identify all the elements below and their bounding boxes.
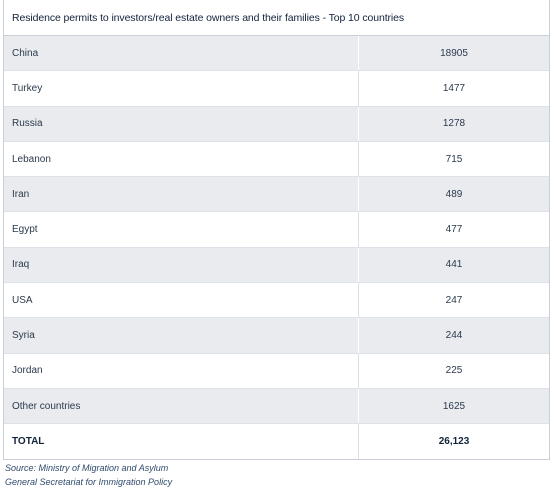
table-row: Egypt 477 bbox=[4, 212, 549, 248]
country-cell: Iraq bbox=[4, 247, 359, 283]
table-row: Jordan 225 bbox=[4, 353, 549, 389]
permits-table: China 18905 Turkey 1477 Russia 1278 Leba… bbox=[4, 36, 549, 460]
table-row: Iran 489 bbox=[4, 177, 549, 213]
country-cell: USA bbox=[4, 283, 359, 318]
country-cell: Turkey bbox=[4, 71, 359, 106]
country-cell: Lebanon bbox=[4, 141, 359, 177]
value-cell: 477 bbox=[445, 224, 463, 236]
table-row: China 18905 bbox=[4, 36, 549, 72]
country-cell: China bbox=[4, 36, 359, 71]
table-row: USA 247 bbox=[4, 283, 549, 319]
value-cell: 441 bbox=[445, 259, 463, 271]
source-line-1: Source: Ministry of Migration and Asylum bbox=[5, 463, 169, 473]
table-row: Russia 1278 bbox=[4, 106, 549, 142]
country-cell: Russia bbox=[4, 106, 359, 141]
table-row: Lebanon 715 bbox=[4, 141, 549, 178]
country-cell: Syria bbox=[4, 318, 359, 353]
source-note: Source: Ministry of Migration and Asylum… bbox=[5, 461, 172, 489]
country-cell: Egypt bbox=[4, 212, 359, 247]
value-cell: 1625 bbox=[442, 400, 466, 412]
country-cell: Iran bbox=[4, 177, 359, 212]
country-cell: Other countries bbox=[4, 388, 359, 424]
value-cell: 489 bbox=[445, 188, 463, 200]
value-cell: 18905 bbox=[440, 47, 468, 59]
value-cell: 244 bbox=[445, 330, 463, 342]
total-label: TOTAL bbox=[4, 424, 359, 460]
table-row: Iraq 441 bbox=[4, 247, 549, 284]
permits-table-card: Residence permits to investors/real esta… bbox=[3, 0, 550, 460]
value-cell: 247 bbox=[445, 294, 463, 306]
value-cell: 1477 bbox=[442, 82, 466, 94]
table-row: Syria 244 bbox=[4, 318, 549, 354]
source-line-2: General Secretariat for Immigration Poli… bbox=[5, 477, 173, 487]
table-row: Turkey 1477 bbox=[4, 71, 549, 107]
total-value: 26,123 bbox=[438, 436, 470, 448]
value-cell: 715 bbox=[445, 153, 463, 165]
value-cell: 1278 bbox=[442, 118, 466, 130]
value-cell: 225 bbox=[445, 365, 463, 377]
country-cell: Jordan bbox=[4, 353, 359, 388]
table-title: Residence permits to investors/real esta… bbox=[4, 0, 549, 36]
total-row: TOTAL 26,123 bbox=[4, 424, 549, 460]
table-row: Other countries 1625 bbox=[4, 388, 549, 425]
